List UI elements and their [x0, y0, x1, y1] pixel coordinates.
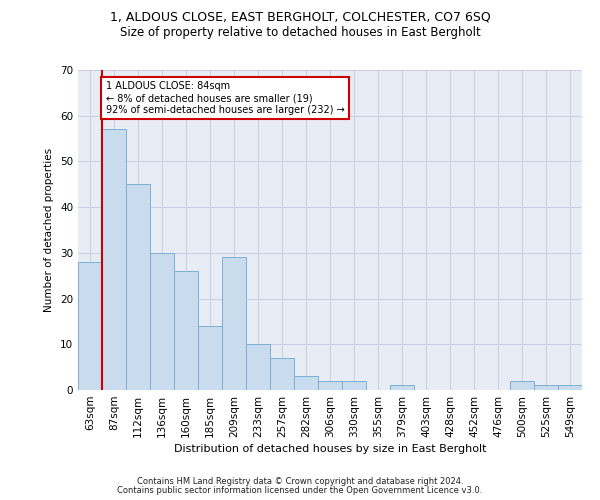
- Bar: [342, 381, 366, 390]
- X-axis label: Distribution of detached houses by size in East Bergholt: Distribution of detached houses by size …: [174, 444, 486, 454]
- Text: Size of property relative to detached houses in East Bergholt: Size of property relative to detached ho…: [119, 26, 481, 39]
- Bar: [174, 271, 198, 390]
- Bar: [78, 262, 102, 390]
- Bar: [558, 386, 582, 390]
- Bar: [198, 326, 222, 390]
- Text: 1 ALDOUS CLOSE: 84sqm
← 8% of detached houses are smaller (19)
92% of semi-detac: 1 ALDOUS CLOSE: 84sqm ← 8% of detached h…: [106, 82, 344, 114]
- Text: Contains HM Land Registry data © Crown copyright and database right 2024.: Contains HM Land Registry data © Crown c…: [137, 477, 463, 486]
- Bar: [270, 358, 294, 390]
- Bar: [102, 130, 126, 390]
- Bar: [390, 386, 414, 390]
- Bar: [294, 376, 318, 390]
- Bar: [534, 386, 558, 390]
- Y-axis label: Number of detached properties: Number of detached properties: [44, 148, 55, 312]
- Bar: [126, 184, 150, 390]
- Bar: [150, 253, 174, 390]
- Text: Contains public sector information licensed under the Open Government Licence v3: Contains public sector information licen…: [118, 486, 482, 495]
- Bar: [510, 381, 534, 390]
- Bar: [222, 258, 246, 390]
- Bar: [246, 344, 270, 390]
- Text: 1, ALDOUS CLOSE, EAST BERGHOLT, COLCHESTER, CO7 6SQ: 1, ALDOUS CLOSE, EAST BERGHOLT, COLCHEST…: [110, 11, 490, 24]
- Bar: [318, 381, 342, 390]
